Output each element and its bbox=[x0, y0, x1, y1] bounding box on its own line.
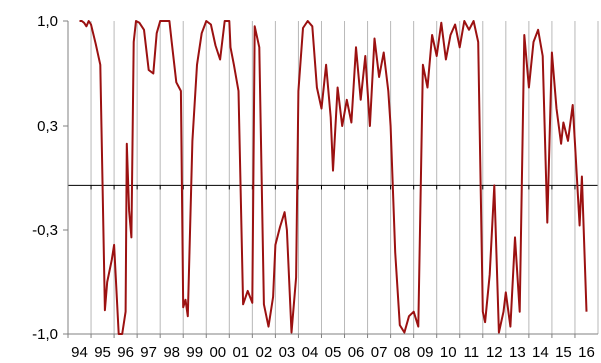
zero-axis-line bbox=[68, 184, 598, 190]
vertical-gridlines bbox=[90, 21, 576, 334]
x-tick-label: 03 bbox=[279, 344, 296, 361]
x-tick-label: 08 bbox=[394, 344, 411, 361]
x-tick-label: 05 bbox=[325, 344, 342, 361]
y-tick-label: 1,0 bbox=[37, 13, 58, 30]
x-tick-label: 14 bbox=[532, 344, 549, 361]
x-tick-label: 96 bbox=[117, 344, 134, 361]
x-tick-label: 98 bbox=[163, 344, 180, 361]
x-tick-label: 02 bbox=[256, 344, 273, 361]
x-tick-label: 10 bbox=[440, 344, 457, 361]
series-line-1 bbox=[79, 20, 588, 335]
x-tick-label: 97 bbox=[140, 344, 157, 361]
x-tick-label: 01 bbox=[232, 344, 249, 361]
x-tick-label: 95 bbox=[94, 344, 111, 361]
x-axis-tick-labels: 94 95 96 97 98 99 00 01 02 03 04 05 06 07 08 09 10 11 12 13… bbox=[67, 334, 595, 361]
y-tick-label: 0,3 bbox=[37, 118, 58, 135]
y-tick-label: -1,0 bbox=[32, 326, 58, 343]
x-tick-label: 11 bbox=[463, 344, 479, 361]
y-tick-label: -0,3 bbox=[32, 222, 58, 239]
x-tick-label: 12 bbox=[486, 344, 503, 361]
x-tick-label: 07 bbox=[371, 344, 388, 361]
x-tick-label: 04 bbox=[302, 344, 319, 361]
x-tick-label: 16 bbox=[578, 344, 595, 361]
x-tick-label: 94 bbox=[71, 344, 88, 361]
x-tick-label: 06 bbox=[348, 344, 365, 361]
x-tick-label: 15 bbox=[555, 344, 572, 361]
series-lines bbox=[79, 20, 588, 335]
x-tick-label: 00 bbox=[209, 344, 226, 361]
plot-frame bbox=[67, 21, 599, 335]
x-tick-label: 99 bbox=[186, 344, 203, 361]
x-tick-label: 13 bbox=[509, 344, 526, 361]
y-axis-tick-labels: 1,0 0,3 -0,3 -1,0 bbox=[32, 13, 68, 343]
x-tick-label: 09 bbox=[417, 344, 434, 361]
